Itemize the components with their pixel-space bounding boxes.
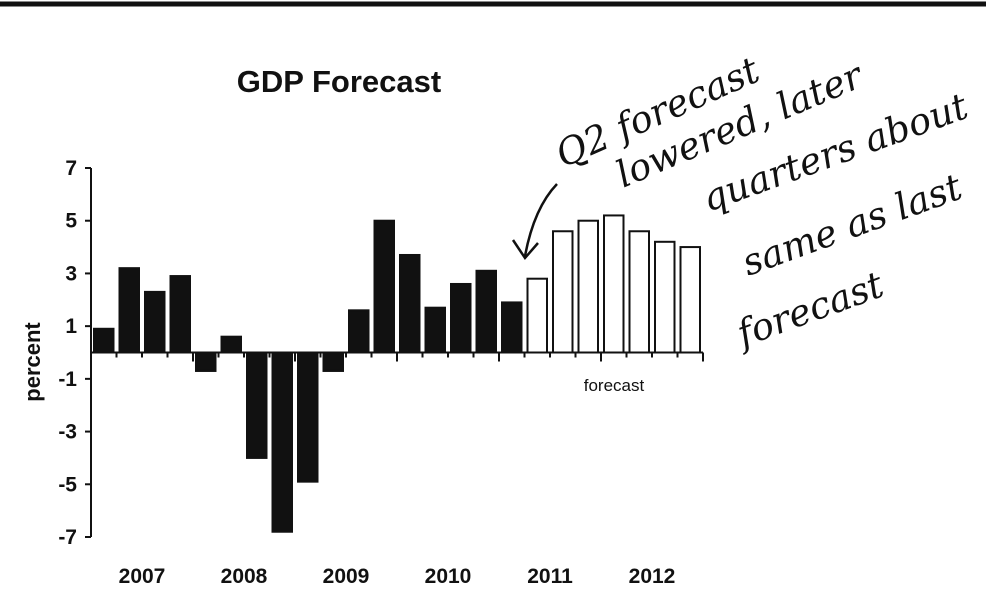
y-tick-label: 1: [65, 315, 77, 338]
actual-bar: [93, 327, 115, 354]
actual-bar: [246, 351, 268, 459]
x-year-label: 2012: [629, 565, 676, 588]
annotation-arrow-head: [511, 239, 539, 261]
forecast-label: forecast: [584, 376, 645, 395]
y-tick-label: 5: [65, 210, 77, 233]
actual-bar: [144, 290, 166, 354]
forecast-bar: [679, 246, 701, 354]
x-year-label: 2011: [527, 565, 573, 588]
y-tick-label: -5: [58, 473, 77, 496]
x-year-label: 2010: [425, 565, 472, 588]
y-axis-label: percent: [20, 322, 45, 402]
y-tick-label: -3: [58, 421, 77, 444]
actual-bar: [424, 306, 446, 354]
x-year-label: 2007: [119, 565, 166, 588]
forecast-bar: [577, 219, 599, 354]
actual-bar: [195, 351, 217, 372]
x-year-label: 2009: [323, 565, 370, 588]
actual-bar: [475, 269, 497, 354]
forecast-bar: [654, 240, 676, 354]
chart-title: GDP Forecast: [237, 64, 441, 99]
annotation-arrow: [523, 183, 558, 257]
actual-bar: [348, 309, 370, 354]
forecast-bar: [552, 230, 574, 354]
y-tick-label: -1: [58, 368, 77, 391]
y-tick-label: 3: [65, 262, 77, 285]
actual-bar: [271, 351, 293, 533]
forecast-bar: [628, 230, 650, 354]
actual-bar: [118, 267, 140, 354]
forecast-bar: [526, 277, 548, 354]
actual-bar: [399, 253, 421, 354]
actual-bar: [450, 282, 472, 354]
actual-bar: [322, 351, 344, 372]
bars-layer: [93, 214, 701, 533]
y-tick-label: 7: [65, 157, 77, 180]
actual-bar: [169, 275, 191, 354]
x-year-label: 2008: [221, 565, 268, 588]
y-tick-label: -7: [58, 526, 77, 549]
actual-bar: [501, 301, 523, 354]
actual-bar: [373, 219, 395, 354]
actual-bar: [220, 335, 242, 354]
forecast-bar: [603, 214, 625, 354]
axes-layer: 7 5 3 1 -1 -3 -5 -7 2007 2008 2009 2010 2011 2012: [58, 157, 704, 588]
actual-bar: [297, 351, 319, 483]
